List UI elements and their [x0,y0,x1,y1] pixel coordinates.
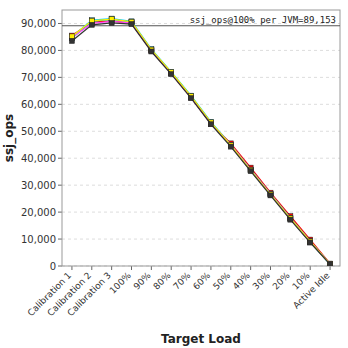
grid-line [62,104,340,105]
x-tick-label: 70% [171,270,193,292]
series-marker [169,71,174,76]
series-line [72,21,330,264]
y-tick [58,266,62,267]
y-tick [58,212,62,213]
series-marker [328,262,333,266]
x-tick-label: 20% [271,270,293,292]
y-tick [58,77,62,78]
y-tick [58,50,62,51]
series-marker [69,34,74,39]
y-tick-label: 0 [50,261,56,272]
series-marker [308,240,313,245]
y-tick-label: 70,000 [21,72,56,83]
y-tick [58,185,62,186]
reference-line [62,25,340,26]
series-marker [69,38,74,43]
series-marker [308,240,313,245]
series-marker [129,22,134,27]
x-tick [310,266,311,270]
series-marker [328,262,333,266]
x-tick [71,266,72,270]
series-marker [248,168,253,173]
series-marker [208,121,213,126]
plot-frame [62,10,340,266]
series-marker [109,20,114,25]
grid-line [62,239,340,240]
grid-line [62,158,340,159]
x-tick-label: 100% [108,270,134,296]
x-tick [230,266,231,270]
series-marker [149,49,154,54]
annotation-lines [62,25,340,26]
annotation-text: ssj_ops@100% per JVM=89,153 [190,15,336,25]
x-tick-label: 80% [151,270,173,292]
series-marker [149,48,154,53]
y-tick [58,239,62,240]
series-line [72,19,330,264]
series-marker [248,169,253,174]
y-tick [58,104,62,105]
y-tick [58,131,62,132]
series-marker [228,144,233,149]
series-marker [288,216,293,221]
series-marker [208,122,213,127]
y-tick-label: 60,000 [21,99,56,110]
grid-line [62,131,340,132]
y-tick-label: 30,000 [21,180,56,191]
grid-line [62,50,340,51]
x-tick [111,266,112,270]
series-marker [328,262,333,266]
series-line [72,23,330,264]
x-tick-label: 50% [211,270,233,292]
y-tick-label: 50,000 [21,126,56,137]
series-marker [89,18,94,23]
grid-line [62,77,340,78]
x-tick [210,266,211,270]
x-tick [131,266,132,270]
series-marker [328,262,333,266]
y-tick-label: 20,000 [21,207,56,218]
series-marker [89,22,94,27]
series-marker [129,21,134,26]
x-axis-label: Target Load [161,332,241,346]
series-marker [189,96,194,101]
x-tick-label: 40% [231,270,253,292]
y-tick-label: 80,000 [21,45,56,56]
x-tick-label: 90% [132,270,154,292]
series-marker [69,33,74,38]
series-marker [169,72,174,77]
x-tick-label: 60% [191,270,213,292]
x-tick [290,266,291,270]
grid-line [62,212,340,213]
x-tick [330,266,331,270]
series-line [72,19,330,264]
y-tick [58,158,62,159]
grid-line [62,185,340,186]
x-tick [151,266,152,270]
series-marker [268,193,273,198]
series-line [72,21,330,264]
series-line [72,19,330,264]
y-tick-label: 90,000 [21,18,56,29]
y-axis-label: ssj_ops [2,114,17,162]
series-marker [268,192,273,197]
y-tick-label: 40,000 [21,153,56,164]
x-tick-label: Active Idle [291,270,332,311]
series-marker [308,239,313,244]
series-marker [328,261,333,266]
series-group [69,16,332,266]
series-marker [189,95,194,100]
series-marker [328,262,333,266]
x-tick-label: Calibration 3 [65,270,113,318]
x-tick [91,266,92,270]
series-marker [288,217,293,222]
x-tick [270,266,271,270]
chart: 0 10,000 20,000 30,000 40,000 50,000 60,000 70,… [0,0,348,348]
x-tick [171,266,172,270]
x-tick [191,266,192,270]
y-tick [58,23,62,24]
x-tick [250,266,251,270]
x-tick-label: 30% [251,270,273,292]
y-tick-label: 10,000 [21,234,56,245]
